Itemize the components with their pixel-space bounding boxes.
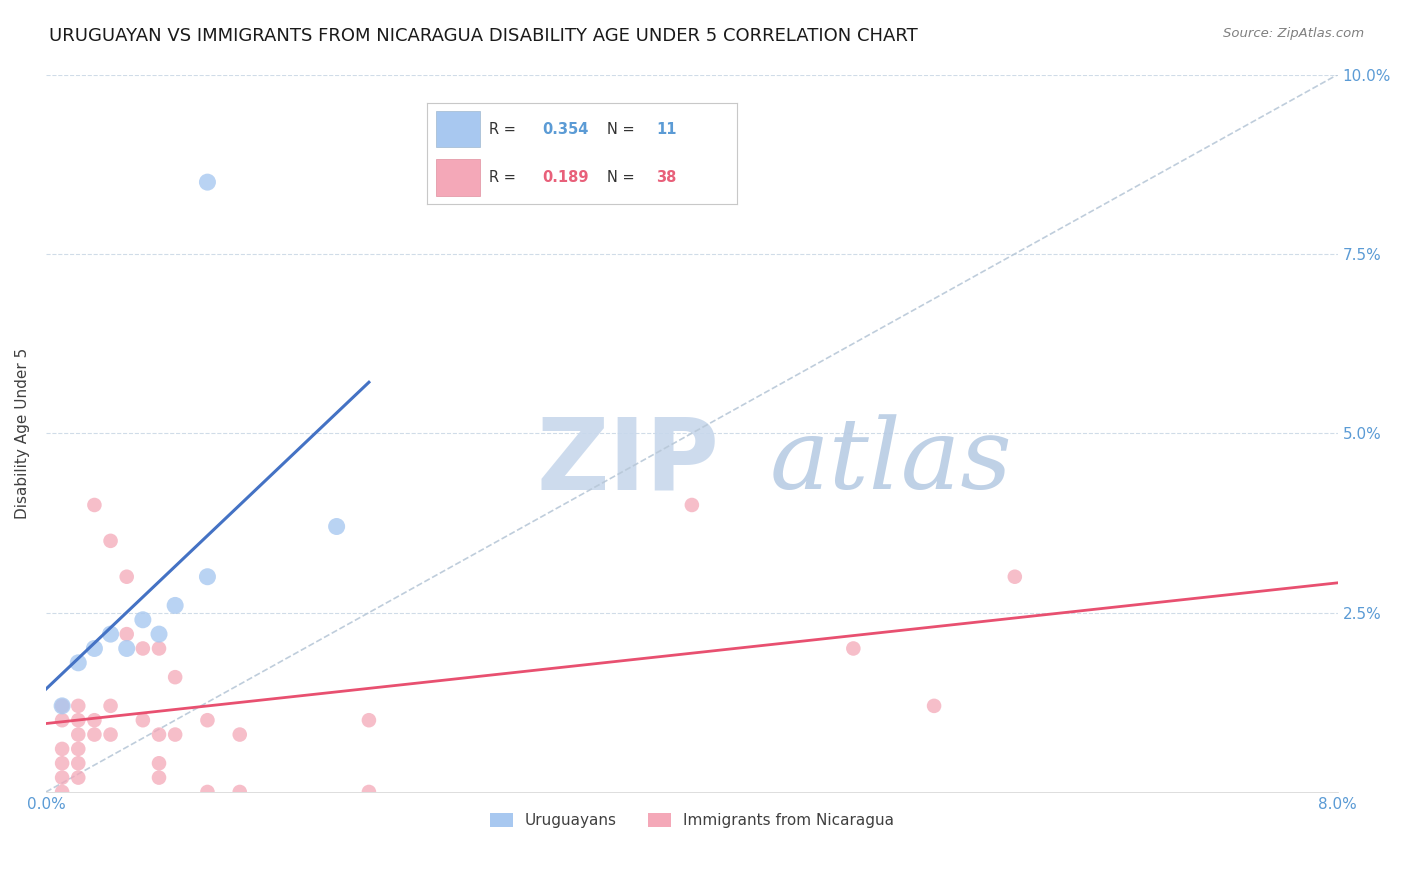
Point (83, 728, 105, 742)
Point (115, 641, 138, 656)
Point (67, 742, 90, 756)
Point (51, 713, 73, 727)
Point (197, 570, 219, 584)
Point (51, 698, 73, 713)
Point (67, 756, 90, 771)
Point (229, 785, 252, 799)
Point (83, 498, 105, 512)
Point (165, 728, 187, 742)
Point (357, 713, 380, 727)
Point (148, 756, 170, 771)
Point (100, 627, 122, 641)
Point (229, 728, 252, 742)
Text: Source: ZipAtlas.com: Source: ZipAtlas.com (1223, 27, 1364, 40)
Legend: Uruguayans, Immigrants from Nicaragua: Uruguayans, Immigrants from Nicaragua (484, 807, 900, 835)
Point (100, 533, 122, 548)
Point (197, 785, 219, 799)
Point (132, 613, 155, 627)
Point (197, 713, 219, 727)
Point (100, 728, 122, 742)
Point (100, 698, 122, 713)
Point (51, 698, 73, 713)
Point (51, 785, 73, 799)
Point (51, 756, 73, 771)
Point (67, 771, 90, 785)
Point (67, 698, 90, 713)
Point (197, 175, 219, 189)
Point (51, 771, 73, 785)
Point (681, 498, 703, 512)
Point (148, 728, 170, 742)
Point (148, 771, 170, 785)
Point (83, 713, 105, 727)
Point (132, 641, 155, 656)
Point (1004, 570, 1026, 584)
Point (115, 570, 138, 584)
Text: ZIP: ZIP (537, 413, 720, 510)
Point (67, 713, 90, 727)
Point (132, 713, 155, 727)
Point (357, 785, 380, 799)
Text: atlas: atlas (769, 414, 1012, 509)
Point (51, 742, 73, 756)
Point (115, 627, 138, 641)
Point (148, 641, 170, 656)
Text: URUGUAYAN VS IMMIGRANTS FROM NICARAGUA DISABILITY AGE UNDER 5 CORRELATION CHART: URUGUAYAN VS IMMIGRANTS FROM NICARAGUA D… (49, 27, 918, 45)
Point (165, 670, 187, 684)
Point (67, 728, 90, 742)
Point (922, 698, 945, 713)
Point (165, 599, 187, 613)
Point (67, 656, 90, 670)
Point (842, 641, 865, 656)
Y-axis label: Disability Age Under 5: Disability Age Under 5 (15, 348, 30, 519)
Point (148, 627, 170, 641)
Point (325, 519, 347, 533)
Point (83, 641, 105, 656)
